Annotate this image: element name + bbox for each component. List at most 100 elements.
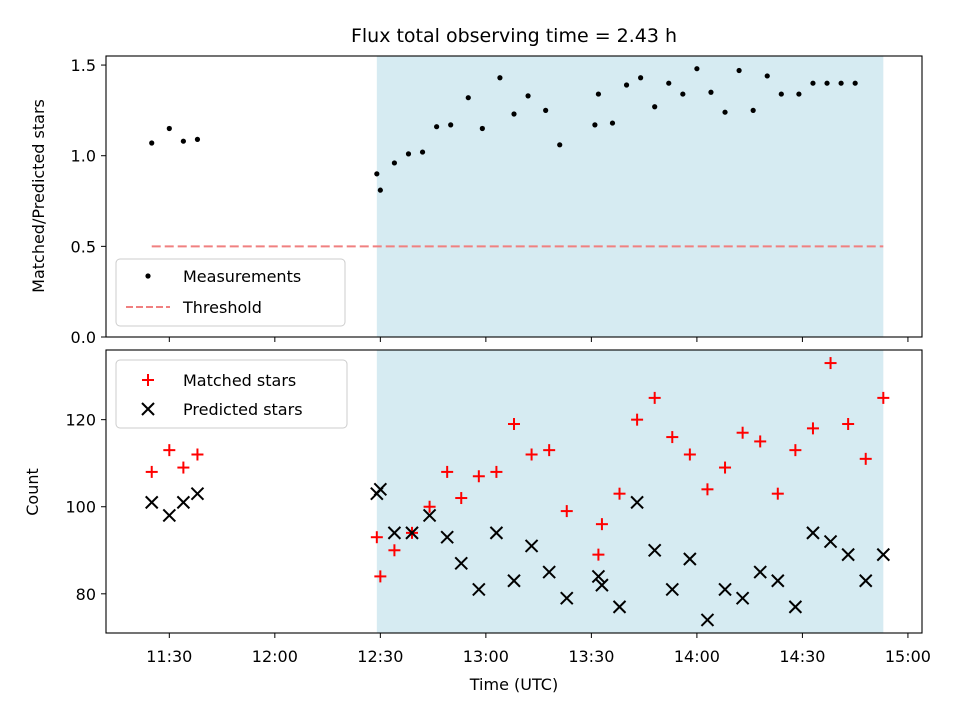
chart-title: Flux total observing time = 2.43 h: [351, 25, 677, 47]
predicted-star-point: [771, 574, 785, 588]
matched-star-point: [789, 444, 802, 457]
measurement-point: [680, 91, 686, 97]
measurement-point: [557, 142, 563, 148]
predicted-star-point: [387, 526, 402, 540]
bottom-x-ticks: 11:30 12:00 12:30 13:00 13:30 14:00 14:30 15:00: [146, 633, 931, 666]
matched-star-point: [472, 470, 485, 483]
predicted-star-point: [647, 543, 662, 557]
bottom-y-ticks: 80 100 120: [65, 411, 106, 604]
bottom-x-tick-label: 13:00: [463, 647, 509, 666]
legend-predicted-marker: [141, 402, 155, 416]
bottom-y-tick-label: 120: [65, 411, 96, 430]
matched-star-point: [455, 492, 468, 505]
measurement-point: [778, 91, 784, 97]
bottom-x-tick-label: 12:00: [252, 647, 298, 666]
bottom-x-tick-label: 12:30: [357, 647, 403, 666]
matched-star-point: [683, 448, 696, 461]
matched-star-point: [595, 518, 608, 531]
bottom-shaded-region: [376, 350, 884, 633]
predicted-star-point: [718, 582, 732, 597]
legend-matched-label: Matched stars: [183, 371, 296, 390]
matched-star-point: [191, 448, 204, 461]
bottom-y-axis-label: Count: [23, 468, 42, 516]
predicted-star-point: [373, 482, 388, 497]
predicted-star-point: [806, 526, 820, 540]
predicted-star-point: [591, 569, 606, 584]
matched-star-point: [877, 391, 890, 404]
measurement-point: [194, 136, 201, 142]
bottom-x-tick-label: 14:00: [674, 647, 720, 666]
predicted-star-point: [876, 547, 891, 562]
top-shaded-region: [376, 56, 884, 337]
predicted-star-point: [440, 530, 454, 544]
matched-star-point: [163, 444, 176, 457]
matched-star-point: [490, 465, 503, 478]
predicted-star-point: [507, 574, 521, 588]
predicted-star-point: [489, 526, 504, 540]
top-y-axis-label: Matched/Predicted stars: [29, 99, 48, 293]
matched-star-point: [806, 422, 819, 435]
predicted-star-point: [422, 508, 437, 523]
measurement-point: [166, 125, 172, 132]
matched-star-point: [508, 418, 520, 431]
measurement-point: [448, 122, 454, 128]
matched-star-point: [771, 487, 784, 500]
measurement-point: [180, 138, 186, 144]
bottom-x-tick-label: 11:30: [146, 647, 192, 666]
top-y-tick-label: 0.5: [71, 237, 96, 256]
matched-star-point: [719, 461, 732, 474]
measurement-point: [592, 122, 598, 128]
legend-matched-marker: [142, 374, 154, 386]
measurement-point: [595, 91, 602, 97]
measurement-point: [609, 120, 616, 126]
top-axes-frame: [105, 55, 923, 338]
matched-star-point: [754, 435, 767, 448]
predicted-star-point: [665, 582, 679, 597]
bottom-x-tick-label: 14:30: [779, 647, 825, 666]
predicted-star-point: [190, 486, 205, 501]
matched-star-point: [560, 505, 573, 518]
top-y-tick-label: 1.5: [71, 56, 96, 75]
bottom-x-tick-label: 15:00: [885, 647, 931, 666]
measurement-point: [434, 124, 440, 130]
matched-star-point: [543, 444, 556, 457]
matched-star-point: [824, 357, 837, 370]
predicted-star-point: [145, 495, 159, 510]
measurement-point: [511, 111, 517, 117]
measurement-point: [374, 171, 380, 177]
matched-star-point: [842, 418, 855, 431]
bottom-axes-frame: [105, 349, 923, 634]
matched-star-point: [423, 500, 436, 513]
predicted-star-point: [788, 600, 803, 614]
measurement-point: [764, 73, 770, 79]
measurement-point: [465, 95, 471, 101]
top-x-ticks: [168, 337, 909, 342]
top-data-points: [149, 66, 858, 193]
matched-star-point: [613, 487, 626, 500]
matched-star-point: [388, 544, 401, 557]
matched-star-point: [859, 452, 872, 465]
predicted-star-point: [595, 578, 609, 592]
measurement-point: [736, 67, 742, 74]
predicted-star-point: [823, 534, 838, 549]
measurement-point: [377, 187, 383, 193]
measurement-point: [149, 140, 155, 146]
measurement-point: [543, 107, 549, 113]
predicted-star-point: [405, 526, 419, 540]
matched-star-point: [701, 483, 714, 496]
measurement-point: [852, 80, 858, 86]
matched-star-point: [370, 531, 383, 544]
predicted-star-point: [735, 591, 750, 605]
bottom-legend-box: [115, 359, 348, 429]
predicted-star-point: [524, 539, 539, 553]
top-y-tick-label: 1.0: [71, 147, 96, 166]
matched-star-point: [631, 413, 644, 426]
matched-star-point: [441, 465, 454, 478]
predicted-star-point: [162, 508, 177, 523]
predicted-star-point: [560, 591, 574, 605]
top-y-tick-label: 0.0: [71, 328, 96, 347]
measurement-point: [419, 149, 426, 155]
measurement-point: [796, 91, 802, 97]
measurement-point: [405, 151, 412, 157]
